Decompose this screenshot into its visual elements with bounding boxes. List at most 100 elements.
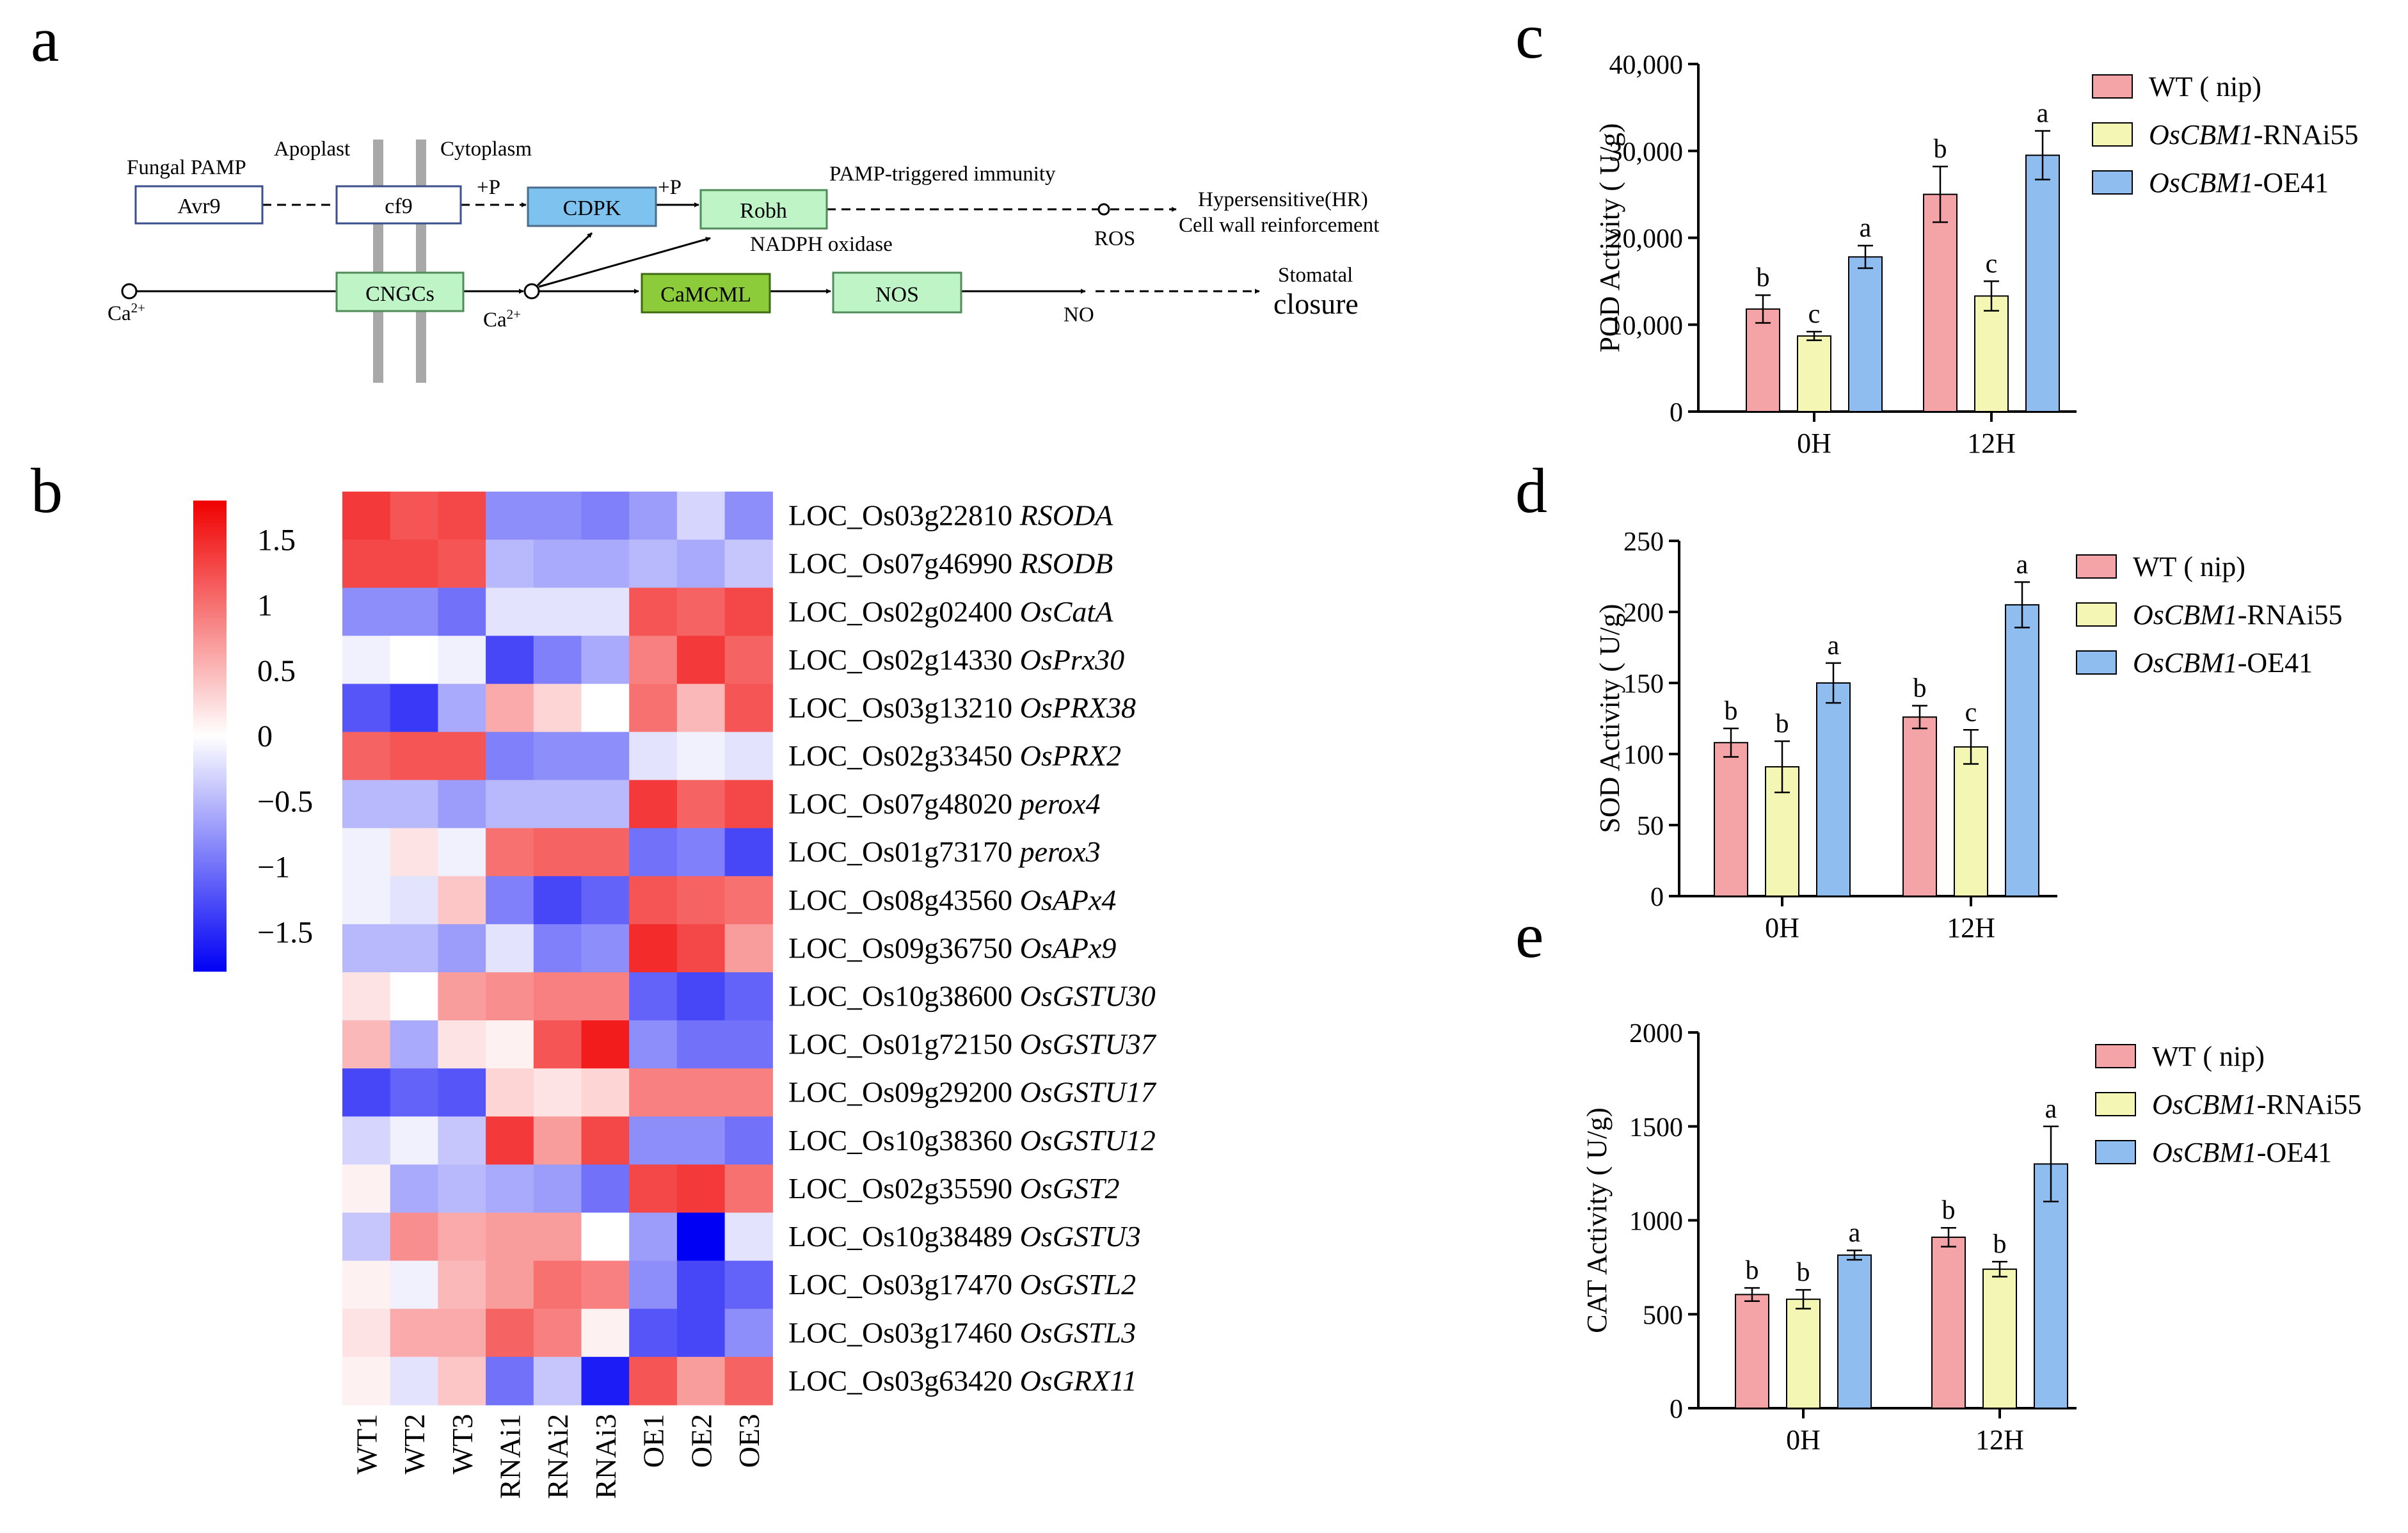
y-tick-label: 20,000 (1609, 225, 1684, 254)
significance-letter: c (1808, 300, 1821, 329)
y-tick-label: 10,000 (1609, 311, 1684, 341)
row-gene: OsGSTU3 (1020, 1220, 1141, 1253)
row-gene: OsCatA (1020, 595, 1114, 628)
membrane-bar-2 (416, 140, 426, 383)
heatmap-cell (342, 636, 391, 684)
significance-letter: b (1934, 134, 1947, 164)
heatmap-cell (438, 540, 486, 588)
heatmap-cell (581, 732, 630, 781)
heatmap-cell (533, 1212, 582, 1262)
panel-label-d: d (1515, 455, 1547, 526)
significance-letter: c (1965, 698, 1977, 727)
pathway-diagram: Fungal PAMP Apoplast Cytoplasm +P +P PAM… (108, 138, 1379, 383)
heatmap-cell (486, 1356, 534, 1406)
heatmap-cell (438, 1020, 486, 1069)
heatmap-cell (629, 492, 678, 540)
heatmap-cell (629, 1356, 678, 1406)
y-tick-label: 40,000 (1609, 51, 1684, 80)
heatmap-cell (342, 876, 391, 925)
heatmap-cell (390, 828, 438, 877)
heatmap-cell (676, 492, 726, 540)
row-locus: LOC_Os09g29200 (788, 1076, 1020, 1109)
bar (1797, 335, 1831, 413)
heatmap-row-label: LOC_Os10g38600 OsGSTU30 (788, 980, 1156, 1013)
membrane-bar-1 (373, 140, 383, 383)
label-apoplast: Apoplast (274, 138, 350, 161)
heatmap-cell (724, 828, 773, 877)
heatmap-cell (438, 1212, 486, 1262)
heatmap-cell (342, 492, 391, 540)
heatmap-cell (581, 684, 630, 733)
node-box-avr9 (134, 185, 264, 225)
heatmap-cell (676, 1308, 726, 1358)
significance-letter: b (1757, 263, 1770, 293)
row-gene: RSODA (1019, 499, 1114, 532)
colorbar (193, 501, 227, 972)
heatmap-cell (390, 924, 438, 973)
heatmap-row-label: LOC_Os03g17460 OsGSTL3 (788, 1316, 1136, 1349)
heatmap-row-label: LOC_Os02g33450 OsPRX2 (788, 739, 1121, 772)
bar (1982, 1268, 2017, 1409)
heatmap-cell (390, 540, 438, 588)
heatmap-row-label: LOC_Os01g72150 OsGSTU37 (788, 1028, 1157, 1061)
node-box-cf9 (335, 185, 462, 225)
heatmap-column-label: RNAi3 (589, 1414, 622, 1499)
heatmap-cell (390, 1164, 438, 1214)
heatmap-cell (342, 1020, 391, 1069)
heatmap-cell (342, 684, 391, 733)
heatmap-cell (438, 972, 486, 1021)
heatmap-cell (342, 1164, 391, 1214)
row-gene: perox4 (1018, 787, 1101, 820)
heatmap-cell (724, 1116, 773, 1165)
heatmap-cell (486, 876, 534, 925)
node-ros (1097, 203, 1110, 216)
label-pamp-immunity: PAMP-triggered immunity (829, 163, 1056, 186)
heatmap-cell (533, 588, 582, 636)
row-locus: LOC_Os03g13210 (788, 691, 1020, 724)
heatmap-row-label: LOC_Os07g48020 perox4 (788, 787, 1101, 820)
heatmap-cell (486, 1212, 534, 1262)
heatmap-column-label: OE1 (637, 1414, 670, 1468)
heatmap-cell (486, 732, 534, 781)
node-label-camcml: CaMCML (660, 283, 751, 307)
row-locus: LOC_Os02g33450 (788, 739, 1020, 772)
y-tick-label: 100 (1623, 741, 1664, 770)
heatmap-cell (390, 1212, 438, 1262)
heatmap-cell (533, 636, 582, 684)
heatmap-column-label: OE3 (733, 1414, 765, 1468)
heatmap-cell (676, 1260, 726, 1310)
row-gene: RSODB (1019, 547, 1113, 580)
heatmap-cell (486, 1308, 534, 1358)
legend-swatch (2092, 74, 2133, 99)
row-gene: OsGSTU30 (1020, 980, 1156, 1013)
heatmap-cell (486, 1164, 534, 1214)
row-gene: OsGSTU17 (1020, 1076, 1157, 1109)
colorbar-tick-label: 1.5 (257, 523, 296, 557)
heatmap-cell (629, 732, 678, 781)
heatmap-cell (581, 924, 630, 973)
heatmap-cell (533, 972, 582, 1021)
heatmap-cell (629, 1212, 678, 1262)
x-tick-label: 0H (1797, 428, 1831, 459)
heatmap-cell (629, 972, 678, 1021)
heatmap-cell (533, 1020, 582, 1069)
heatmap-cell (724, 1212, 773, 1262)
y-tick-label: 0 (1650, 883, 1664, 912)
x-tick-label: 0H (1765, 912, 1799, 943)
heatmap-cell (724, 1020, 773, 1069)
row-locus: LOC_Os07g46990 (788, 547, 1020, 580)
heatmap-cell (676, 540, 726, 588)
heatmap-cell (629, 828, 678, 877)
y-tick-label: 0 (1670, 398, 1683, 428)
legend-swatch (2095, 1044, 2136, 1068)
significance-letter: c (1986, 249, 1998, 278)
heatmap-cell (390, 972, 438, 1021)
legend-label: WT ( nip) (2149, 71, 2261, 102)
heatmap-cell (438, 1260, 486, 1310)
chart-pod: 0 10,000 20,000 30,000 40,000 POD Activity ( … (1594, 51, 2359, 459)
significance-letter: a (1828, 631, 1840, 661)
colorbar-tick-label: −1.5 (257, 916, 313, 950)
heatmap-cell (676, 1020, 726, 1069)
row-gene: OsGSTL3 (1020, 1316, 1136, 1349)
row-locus: LOC_Os02g14330 (788, 643, 1020, 676)
